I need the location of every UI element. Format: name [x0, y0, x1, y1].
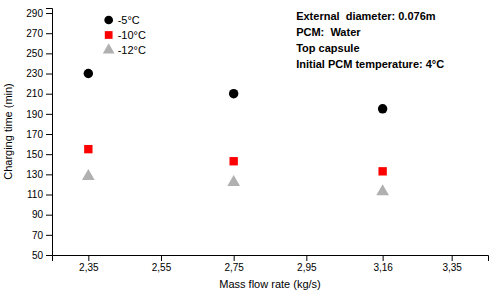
y-tick-mark: [46, 33, 52, 34]
point: [378, 167, 386, 175]
point: [229, 157, 237, 165]
y-tick: 210: [26, 88, 52, 99]
x-axis-line: [53, 256, 489, 262]
y-tick-label: 170: [26, 129, 43, 140]
y-tick: 90: [32, 209, 52, 220]
y-tick-label: 250: [26, 48, 43, 59]
y-tick-mark: [46, 154, 52, 155]
legend-swatch: [103, 43, 115, 53]
point: [376, 184, 389, 195]
y-axis-line: [46, 9, 53, 256]
y-tick-mark: [46, 53, 52, 54]
x-tick-mark: [452, 255, 453, 261]
x-axis-title: Mass flow rate (kg/s): [219, 278, 320, 290]
y-tick-label: 50: [32, 250, 44, 261]
y-tick-label: 130: [26, 169, 43, 180]
chart: 2,35 2,55 2,75 2,95 3,16 3,35 50 70 90 110 130 150 1…: [0, 0, 500, 293]
y-tick-mark: [46, 215, 52, 216]
x-tick: 2,35: [79, 255, 99, 273]
y-tick-mark: [46, 255, 52, 256]
series: [84, 145, 387, 176]
x-tick: 2,75: [224, 255, 244, 273]
y-tick-mark: [46, 174, 52, 175]
legend-label: -5°C: [118, 14, 140, 26]
legend: -5°C -10°C -12°C: [103, 14, 146, 56]
point: [84, 69, 93, 78]
x-tick: 3,16: [373, 255, 393, 273]
x-tick-mark: [161, 255, 162, 261]
y-tick: 50: [32, 250, 52, 261]
y-tick-label: 70: [32, 230, 44, 241]
x-tick-label: 3,16: [373, 262, 393, 273]
annotation-line: External diameter: 0.076m: [296, 10, 436, 22]
y-tick-mark: [46, 134, 52, 135]
x-tick-label: 2,95: [297, 262, 317, 273]
y-axis: 50 70 90 110 130 150 170 190 210 230 250 270 290: [26, 8, 52, 261]
y-tick: 190: [26, 109, 52, 120]
point: [82, 169, 95, 180]
legend-item: -12°C: [103, 43, 146, 56]
x-tick-mark: [383, 255, 384, 261]
x-tick: 3,35: [442, 255, 462, 273]
x-tick-mark: [306, 255, 307, 261]
annotation-line: Initial PCM temperature: 4°C: [296, 58, 444, 70]
y-tick-mark: [46, 195, 52, 196]
point: [84, 145, 92, 153]
annotation: External diameter: 0.076m PCM: Water Top c…: [296, 10, 444, 70]
y-tick-mark: [46, 74, 52, 75]
y-tick-label: 270: [26, 28, 43, 39]
annotation-line: PCM: Water: [296, 26, 361, 38]
legend-label: -12°C: [118, 44, 146, 56]
x-tick-label: 2,75: [224, 262, 244, 273]
series: [82, 169, 389, 195]
y-tick: 110: [27, 189, 52, 200]
legend-item: -5°C: [104, 14, 140, 26]
annotation-line: Top capsule: [296, 42, 359, 54]
y-tick-label: 290: [26, 8, 43, 19]
points: [82, 69, 389, 195]
point: [378, 104, 387, 113]
y-tick-label: 210: [26, 88, 43, 99]
x-tick-label: 2,55: [152, 262, 172, 273]
y-tick: 270: [26, 28, 52, 39]
y-axis-title: Charging time (min): [2, 83, 14, 180]
y-tick-label: 110: [27, 189, 43, 200]
y-tick: 130: [26, 169, 52, 180]
y-tick-mark: [46, 13, 52, 14]
x-tick-mark: [88, 255, 89, 261]
y-tick: 230: [26, 68, 52, 79]
x-tick-mark: [234, 255, 235, 261]
y-tick-label: 230: [26, 68, 43, 79]
legend-label: -10°C: [118, 29, 146, 41]
point: [227, 175, 240, 186]
y-tick: 250: [26, 48, 52, 59]
y-tick-mark: [46, 114, 52, 115]
x-tick: 2,95: [297, 255, 317, 273]
y-tick: 170: [26, 129, 52, 140]
x-axis: 2,35 2,55 2,75 2,95 3,16 3,35: [53, 255, 489, 273]
x-tick-label: 2,35: [79, 262, 99, 273]
y-tick-label: 190: [26, 109, 43, 120]
y-tick-label: 150: [26, 149, 43, 160]
y-tick-label: 90: [32, 209, 44, 220]
y-tick-mark: [46, 235, 52, 236]
y-tick-mark: [46, 94, 52, 95]
legend-swatch: [104, 16, 113, 25]
plot: 2,35 2,55 2,75 2,95 3,16 3,35 50 70 90 110 130 150 1…: [26, 8, 488, 273]
x-tick-label: 3,35: [442, 262, 462, 273]
legend-item: -10°C: [105, 29, 146, 41]
y-tick: 290: [26, 8, 52, 19]
y-tick: 150: [26, 149, 52, 160]
legend-swatch: [105, 31, 113, 39]
series: [84, 69, 388, 114]
y-tick: 70: [32, 230, 52, 241]
point: [229, 89, 238, 98]
x-tick: 2,55: [152, 255, 172, 273]
